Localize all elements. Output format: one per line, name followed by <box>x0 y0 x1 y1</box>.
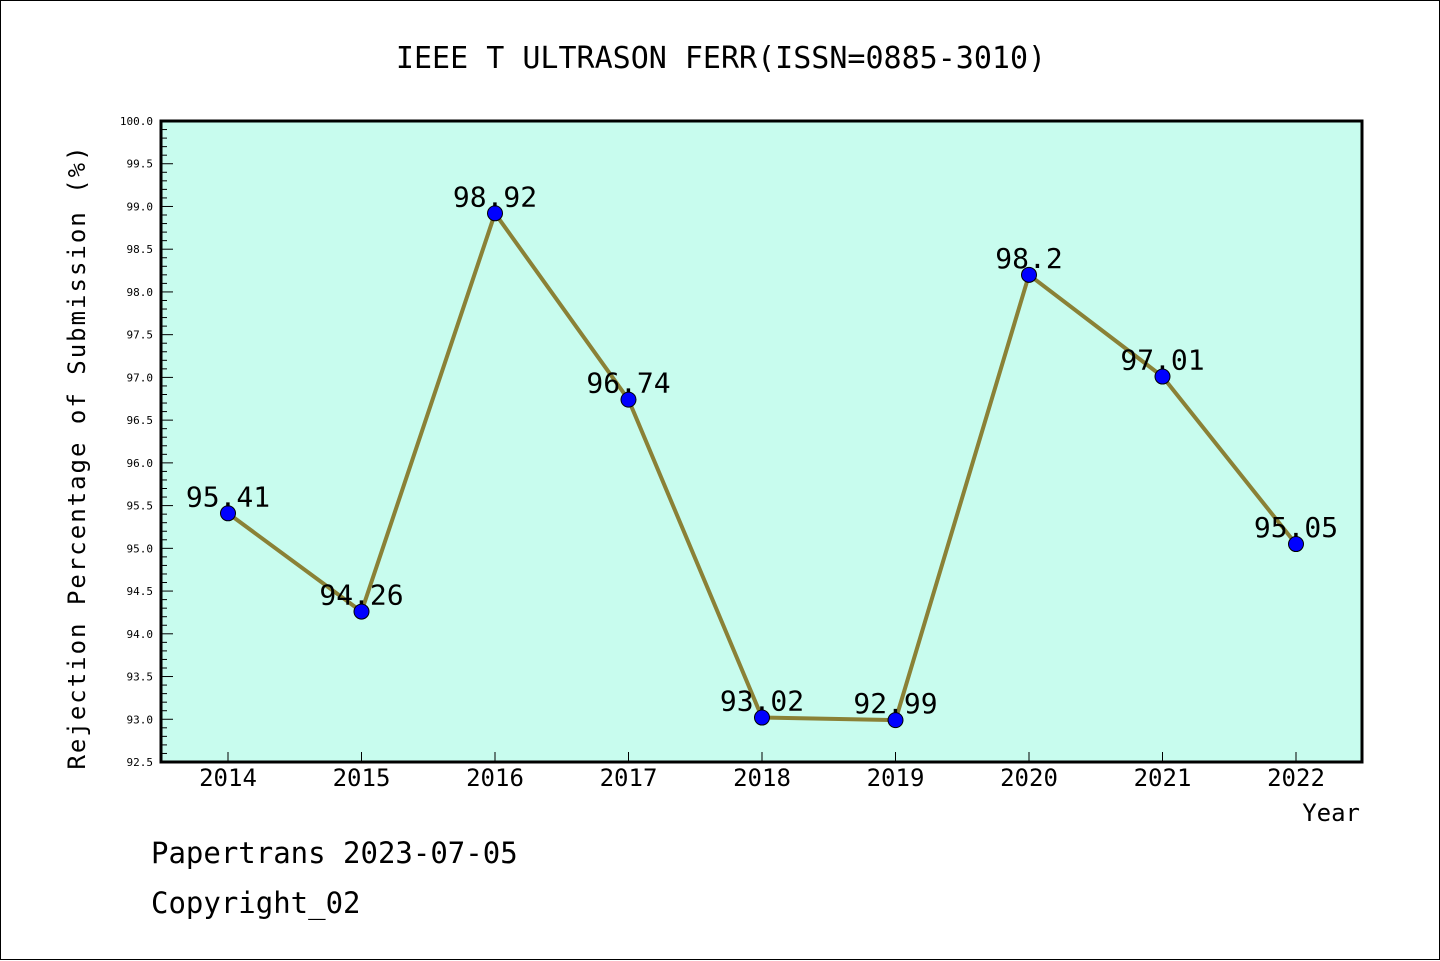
series-rejection: 95.41 94.26 98.92 96.74 93.02 92.99 98.2 97.01 9… <box>186 180 1338 729</box>
data-point <box>1021 266 1037 283</box>
y-tick-label: 94.0 <box>127 628 154 641</box>
x-tick-label: 2017 <box>600 764 658 792</box>
data-point <box>220 505 236 522</box>
y-tick-label: 99.5 <box>127 158 154 171</box>
data-label: 94.26 <box>319 579 403 612</box>
data-point <box>1288 536 1304 553</box>
data-point <box>487 205 503 222</box>
data-label: 95.41 <box>186 480 270 513</box>
data-label: 92.99 <box>853 687 937 720</box>
data-label: 98.2 <box>995 242 1062 275</box>
data-label: 98.92 <box>453 180 537 213</box>
x-tick-label: 2014 <box>199 764 257 792</box>
x-axis: 2014 2015 2016 2017 2018 2019 2020 2021 2022 <box>199 752 1325 792</box>
y-tick-label: 95.5 <box>127 500 154 513</box>
data-label: 95.05 <box>1254 511 1338 544</box>
plot-area <box>161 121 1362 762</box>
x-tick-label: 2015 <box>333 764 391 792</box>
y-tick-label: 97.0 <box>127 371 154 384</box>
y-tick-label: 95.0 <box>127 542 154 555</box>
data-point <box>887 712 904 729</box>
data-point <box>754 709 770 726</box>
y-axis: 92.5 93.0 93.5 94.0 94.5 95.0 95.5 96.0 96.5 97.0… <box>120 115 173 769</box>
x-tick-label: 2019 <box>867 764 925 792</box>
plot-border <box>159 119 1364 764</box>
data-point <box>620 391 637 408</box>
data-point <box>1154 368 1171 385</box>
data-point <box>353 603 370 620</box>
y-tick-label: 96.0 <box>127 457 154 470</box>
footer-copyright-text: Copyright_02 <box>151 886 361 920</box>
x-tick-label: 2022 <box>1267 764 1325 792</box>
x-tick-label: 2016 <box>466 764 524 792</box>
chart-title: IEEE T ULTRASON FERR(ISSN=0885-3010) <box>396 41 1046 76</box>
y-tick-label: 99.0 <box>127 200 154 213</box>
x-tick-label: 2018 <box>733 764 791 792</box>
data-label: 96.74 <box>586 367 670 400</box>
y-axis-label: Rejection Percentage of Submission (%) <box>63 144 91 769</box>
data-label: 93.02 <box>720 685 804 718</box>
x-axis-label: Year <box>1302 799 1360 827</box>
y-tick-label: 97.5 <box>127 329 154 342</box>
x-tick-label: 2021 <box>1134 764 1192 792</box>
y-tick-label: 92.5 <box>127 756 154 769</box>
x-tick-label: 2020 <box>1000 764 1058 792</box>
y-tick-label: 96.5 <box>127 414 154 427</box>
y-tick-label: 93.5 <box>127 671 154 684</box>
y-tick-label: 100.0 <box>120 115 153 128</box>
data-label: 97.01 <box>1120 344 1204 377</box>
y-tick-label: 93.0 <box>127 713 154 726</box>
y-tick-label: 98.5 <box>127 243 154 256</box>
footer-date-text: Papertrans 2023-07-05 <box>151 836 518 870</box>
y-tick-label: 98.0 <box>127 286 154 299</box>
y-tick-label: 94.5 <box>127 585 154 598</box>
